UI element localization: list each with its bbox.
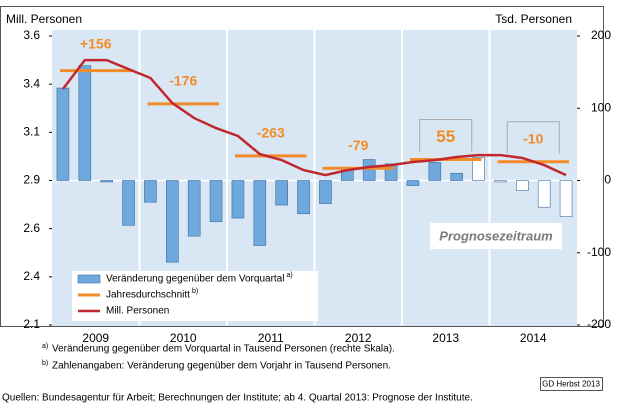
left-axis-label: Mill. Personen [6,12,82,26]
bar [362,159,376,181]
y2-tick-label: 200 [591,28,611,42]
y-tick-label: 3.1 [23,125,40,139]
legend-label: Mill. Personen [106,306,169,317]
bar [516,180,529,191]
annual-label: -79 [348,137,368,153]
bar [56,87,70,181]
y2-tick-label: 100 [591,100,611,114]
x-group-label: 2009 [82,331,109,345]
credit: GD Herbst 2013 [542,380,600,389]
label-box [419,119,473,152]
footnote: Veränderung gegenüber dem Vorquartal in … [52,344,395,355]
forecast-box [430,223,562,249]
label-box [506,121,560,154]
credit-box [540,377,603,391]
y-tick-label: 3.6 [23,28,40,42]
legend-sup: a) [286,272,292,279]
y2-tick-label: -100 [587,245,611,259]
bar [275,180,288,206]
annual-label: 55 [436,127,455,146]
bar [472,157,485,181]
y-tick-label: 2.9 [23,173,40,187]
legend-label: Veränderung gegenüber dem Vorquartal [106,274,284,285]
annual-label: +156 [80,35,112,51]
forecast-label: Prognosezeitraum [439,228,553,243]
bar [209,180,223,222]
bar [231,180,245,219]
annual-label: -10 [523,130,543,146]
bar [450,172,463,181]
legend-sup: b) [192,288,198,295]
annual-label: -176 [169,73,197,89]
bar [253,180,267,246]
bar [559,180,573,217]
bar [187,180,201,237]
bar [428,162,442,181]
x-group-label: 2011 [258,331,284,345]
x-group-label: 2014 [520,331,547,345]
bar [122,180,135,226]
x-group-label: 2012 [345,331,372,345]
footnote: Zahlenangaben: Veränderung gegenüber dem… [52,361,391,372]
bar [297,180,310,215]
y-tick-label: 2.4 [23,269,40,283]
bar [406,180,420,186]
footnote-marker: b) [42,360,48,367]
y-tick-label: 2.6 [23,221,40,235]
bar [537,180,551,208]
legend-label: Jahresdurchschnitt [106,290,190,301]
footnote-marker: a) [42,343,48,350]
legend-swatch [77,274,101,284]
bar [494,180,507,183]
y-tick-label: 3.4 [23,76,40,90]
x-group-label: 2010 [170,331,197,345]
legend [72,271,318,321]
y2-tick-label: -200 [587,317,611,331]
bar [144,180,157,203]
bar [100,180,113,183]
bar [78,65,92,181]
chart-frame [0,6,604,327]
line [61,58,567,177]
bar [166,180,179,263]
y2-tick-label: 0 [604,173,611,187]
y-tick-label: 2.1 [23,317,40,331]
source: Quellen: Bundesagentur für Arbeit; Berec… [2,393,473,404]
x-group-label: 2013 [432,331,459,345]
right-axis-label: Tsd. Personen [495,12,572,26]
annual-label: -263 [257,125,285,141]
bar [319,180,332,204]
